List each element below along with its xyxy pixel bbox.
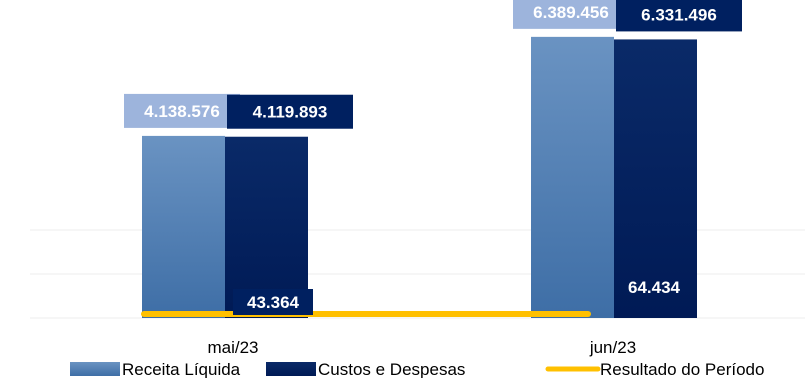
category-label-1: jun/23 [589,338,636,357]
data-label-receita-1: 6.389.456 [533,3,609,22]
bars [142,36,697,318]
legend-swatch-0 [70,362,120,376]
category-label-0: mai/23 [207,338,258,357]
data-label-box-custos-0 [227,94,353,129]
data-label-custos-0: 4.119.893 [253,103,328,122]
bar-receita-0 [142,135,225,318]
legend: Receita Líquida Custos e Despesas Resultad… [70,360,764,378]
data-label-resultado-0: 43.364 [247,293,300,312]
bar-custos-1 [614,39,697,318]
bar-custos-0 [225,136,308,318]
bar-receita-1 [531,36,614,318]
data-labels: 4.138.576 6.389.456 4.119.893 6.331.496 43.3… [124,0,742,315]
legend-label-0: Receita Líquida [122,360,241,378]
data-label-box-custos-1 [616,0,742,32]
legend-swatch-1 [266,362,316,376]
legend-label-1: Custos e Despesas [318,360,465,378]
category-labels: mai/23 jun/23 [207,338,636,357]
legend-label-2: Resultado do Período [600,360,764,378]
data-label-box-resultado-0 [233,289,313,315]
data-label-box-receita-0 [124,93,240,128]
data-label-resultado-1: 64.434 [628,278,681,297]
data-label-custos-1: 6.331.496 [641,5,717,24]
data-label-receita-0: 4.138.576 [144,102,220,121]
data-label-box-receita-1 [513,0,629,29]
